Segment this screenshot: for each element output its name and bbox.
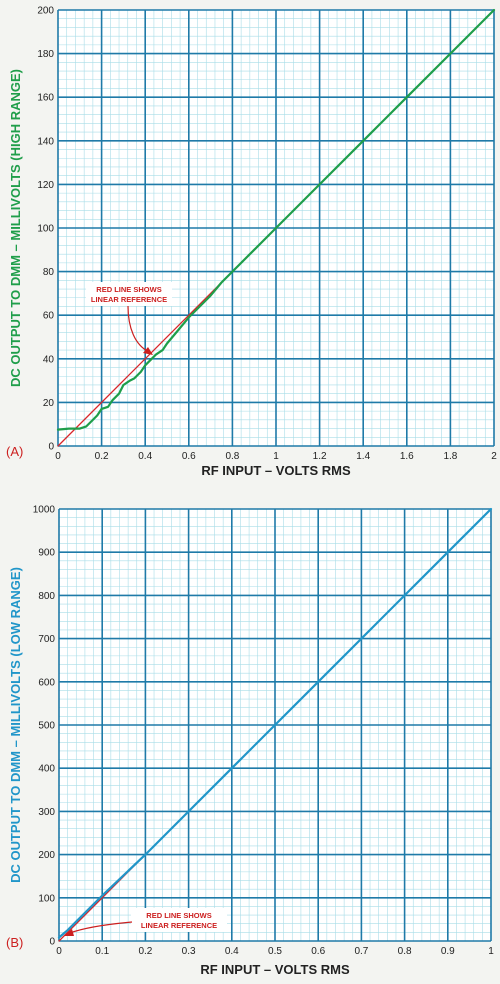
chart-b-x-tick-label: 0.6 — [311, 946, 325, 957]
chart-b-x-tick-label: 0.4 — [225, 946, 239, 957]
chart-a-y-label: DC OUTPUT TO DMM – MILLIVOLTS (HIGH RANG… — [8, 69, 23, 387]
chart-b-y-tick-label: 0 — [49, 937, 55, 948]
chart-b-y-tick-label: 800 — [38, 591, 55, 602]
chart-a-x-tick-label: 1.8 — [443, 451, 457, 462]
chart-b-y-tick-label: 100 — [38, 893, 55, 904]
chart-a-x-label: RF INPUT – VOLTS RMS — [201, 463, 351, 478]
chart-a-y-tick-label: 20 — [43, 398, 55, 409]
chart-a-x-tick-label: 0.4 — [138, 451, 152, 462]
chart-a-x-tick-label: 1 — [273, 451, 279, 462]
chart-a-annotation-arrowhead — [143, 347, 153, 355]
chart-a-annotation-line-2: LINEAR REFERENCE — [91, 295, 167, 304]
chart-b-y-label: DC OUTPUT TO DMM – MILLIVOLTS (LOW RANGE… — [8, 567, 23, 883]
chart-b-x-label: RF INPUT – VOLTS RMS — [200, 962, 350, 977]
chart-a-y-tick-label: 80 — [43, 267, 55, 278]
chart-a-annotation-line-1: RED LINE SHOWS — [96, 285, 161, 294]
chart-b-x-ticks: 0 0.1 0.2 0.3 0.4 0.5 0.6 0.7 0.8 0.9 1 — [56, 946, 494, 957]
chart-a-y-tick-label: 180 — [37, 49, 54, 60]
chart-a-x-ticks: 0 0.2 0.4 0.6 0.8 1 1.2 1.4 1.6 1.8 2 — [55, 451, 497, 462]
chart-a-y-tick-label: 120 — [37, 180, 54, 191]
chart-b-y-tick-label: 600 — [38, 677, 55, 688]
chart-a-y-tick-label: 140 — [37, 136, 54, 147]
chart-a: 0 20 40 60 80 100 120 140 160 180 200 0 0.2 0.4 0.6 0.… — [6, 6, 497, 479]
chart-a-y-tick-label: 40 — [43, 354, 55, 365]
chart-a-annotation: RED LINE SHOWS LINEAR REFERENCE — [86, 282, 172, 355]
chart-b-annotation: RED LINE SHOWS LINEAR REFERENCE — [64, 908, 227, 936]
chart-a-y-ticks: 0 20 40 60 80 100 120 140 160 180 200 — [37, 6, 54, 453]
chart-a-x-tick-label: 1.6 — [400, 451, 414, 462]
chart-b-x-tick-label: 0 — [56, 946, 62, 957]
chart-b-series — [57, 507, 493, 942]
chart-b-y-tick-label: 900 — [38, 548, 55, 559]
chart-b-annotation-arrowhead — [64, 929, 74, 936]
chart-b: 0 100 200 300 400 500 600 700 800 900 1000 0 0.1 0.2… — [6, 505, 494, 978]
chart-a-measured-line — [56, 8, 496, 431]
chart-a-x-tick-label: 0.6 — [182, 451, 196, 462]
chart-a-y-tick-label: 0 — [48, 442, 54, 453]
chart-a-x-tick-label: 1.2 — [313, 451, 327, 462]
chart-b-x-tick-label: 0.2 — [138, 946, 152, 957]
chart-b-y-tick-label: 200 — [38, 850, 55, 861]
chart-a-series — [56, 8, 496, 447]
chart-b-major-grid — [58, 508, 492, 942]
chart-a-x-tick-label: 0.2 — [95, 451, 109, 462]
chart-a-annotation-box — [86, 282, 172, 306]
chart-a-y-tick-label: 100 — [37, 224, 54, 235]
chart-b-y-tick-label: 400 — [38, 764, 55, 775]
chart-b-x-tick-label: 0.9 — [441, 946, 455, 957]
chart-b-y-tick-label: 700 — [38, 634, 55, 645]
chart-a-x-tick-label: 0.8 — [225, 451, 239, 462]
chart-b-y-tick-label: 1000 — [33, 505, 56, 516]
chart-b-annotation-line-1: RED LINE SHOWS — [146, 911, 211, 920]
chart-b-x-tick-label: 0.8 — [398, 946, 412, 957]
chart-a-y-tick-label: 160 — [37, 93, 54, 104]
chart-a-x-tick-label: 1.4 — [356, 451, 370, 462]
chart-a-panel-label: (A) — [6, 444, 23, 459]
chart-b-x-tick-label: 0.1 — [95, 946, 109, 957]
chart-b-y-tick-label: 300 — [38, 807, 55, 818]
chart-b-annotation-line-2: LINEAR REFERENCE — [141, 921, 217, 930]
chart-b-y-tick-label: 500 — [38, 721, 55, 732]
chart-b-y-ticks: 0 100 200 300 400 500 600 700 800 900 1000 — [33, 505, 56, 948]
chart-a-y-tick-label: 200 — [37, 6, 54, 17]
chart-b-x-tick-label: 0.7 — [354, 946, 368, 957]
chart-b-x-tick-label: 0.5 — [268, 946, 282, 957]
chart-b-measured-line — [57, 507, 493, 939]
chart-b-annotation-box — [131, 908, 227, 932]
chart-a-x-tick-label: 2 — [491, 451, 497, 462]
chart-b-x-tick-label: 0.3 — [182, 946, 196, 957]
chart-a-major-grid — [57, 9, 495, 447]
chart-a-x-tick-label: 0 — [55, 451, 61, 462]
chart-b-x-tick-label: 1 — [488, 946, 494, 957]
chart-b-panel-label: (B) — [6, 935, 23, 950]
chart-b-annotation-arrow — [69, 921, 133, 934]
chart-a-y-tick-label: 60 — [43, 311, 55, 322]
